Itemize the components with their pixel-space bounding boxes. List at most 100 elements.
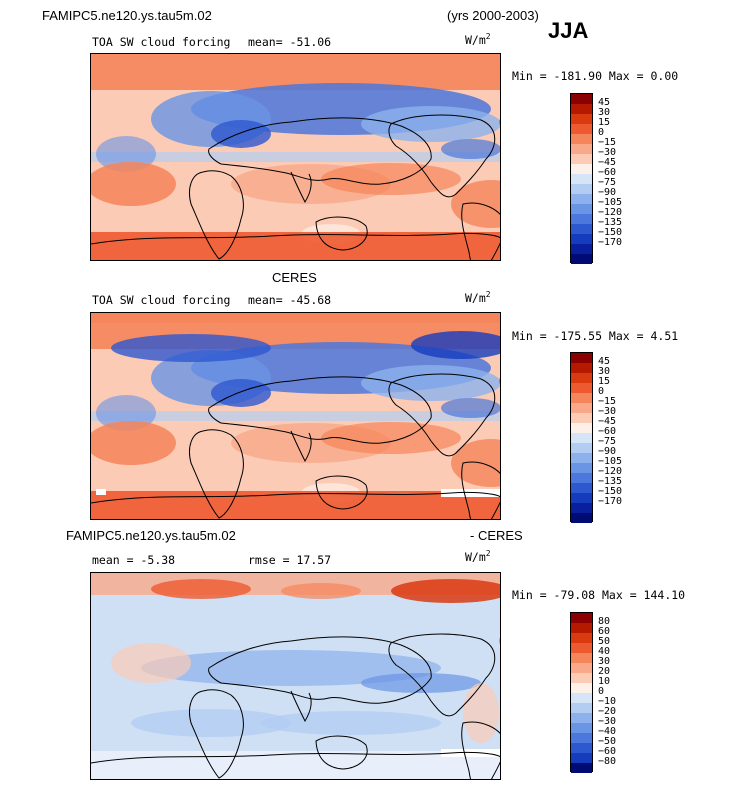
panel2-colorbar-tick: −105 [598,456,623,467]
panel1-colorbar-cell [571,104,592,114]
panel3-colorbar-tick: −50 [598,736,617,747]
field-band [91,232,500,260]
panel3-colorbar-cell [571,683,592,693]
panel3-colorbar-cell [571,653,592,663]
panel2-colorbar-tick: −120 [598,466,623,477]
field-blob [91,162,176,206]
panel1-colorbar-tick: −60 [598,167,617,178]
panel1-colorbar-cell [571,234,592,244]
panel2-minmax: Min = -175.55 Max = 4.51 [512,329,679,343]
panel3-colorbar-tick: 60 [598,626,611,637]
panel2-colorbar-tick: −170 [598,496,623,507]
panel3-units: W/m2 [465,549,491,564]
coastline [315,216,368,251]
panel2-colorbar-tick: −150 [598,486,623,497]
panel2-colorbar-cell [571,353,592,363]
coastline [290,171,312,204]
panel2-colorbar-cell [571,473,592,483]
panel1-colorbar-cell [571,134,592,144]
coastline [315,475,368,510]
panel1-colorbar-tick: 15 [598,117,611,128]
field-blob [131,709,291,737]
panel1-colorbar-cell [571,214,592,224]
coastline [290,430,312,463]
panel2-colorbar-tick: 0 [598,386,605,397]
panel3-colorbar-cell [571,663,592,673]
field-band [441,749,500,757]
panel1-colorbar-tick: −45 [598,157,617,168]
field-band [91,54,500,90]
field-blob [141,650,441,686]
coastline [290,690,312,723]
field-blob [91,421,176,465]
panel3-colorbar-cell [571,613,592,623]
field-blob [111,334,271,362]
field-band [96,489,106,495]
panel2-colorbar-cell [571,513,592,523]
panel1-colorbar-cell [571,194,592,204]
panel1-colorbar-tick: −150 [598,227,623,238]
panel1-colorbar-cell [571,164,592,174]
panel3-mean: mean = -5.38 [92,553,176,567]
panel3-colorbar-cell [571,713,592,723]
panel3-colorbar-tick: 80 [598,616,611,627]
field-blob [261,711,441,735]
panel3-colorbar-tick: 20 [598,666,611,677]
panel1-map [90,53,501,261]
panel2-colorbar-cell [571,483,592,493]
panel2-colorbar-cell [571,493,592,503]
panel2-colorbar-tick: −135 [598,476,623,487]
panel1-colorbar-cell [571,94,592,104]
panel2-colorbar-cell [571,503,592,513]
field-band [91,313,500,323]
coastline [388,373,496,457]
panel3-title-right: - CERES [470,528,523,543]
field-blob [411,331,500,359]
panel3-minmax: Min = -79.08 Max = 144.10 [512,588,686,602]
panel1-field-label: TOA SW cloud forcing [92,35,231,49]
panel2-colorbar-cell [571,373,592,383]
field-blob [111,643,191,683]
field-blob [321,422,461,454]
panel3-map [90,572,501,780]
field-band [441,489,500,497]
panel3-colorbar-cell [571,753,592,763]
coastline [208,117,432,185]
coastline [91,233,500,245]
panel3-colorbar-cell [571,723,592,733]
panel1-units: W/m2 [465,32,491,47]
field-blob [361,106,500,142]
season-label: JJA [548,18,589,43]
panel2-colorbar-tick: 30 [598,366,611,377]
panel3-colorbar-tick: −80 [598,756,617,767]
field-blob [211,120,271,148]
panel3-colorbar-cell [571,643,592,653]
panel2-colorbar-tick: 45 [598,356,611,367]
panel2-mean: mean= -45.68 [248,293,332,307]
panel2-colorbar-cell [571,433,592,443]
coastline [189,170,244,260]
coastline [388,633,496,717]
panel2-field-label: TOA SW cloud forcing [92,293,231,307]
panel1-colorbar-tick: 45 [598,97,611,108]
panel2-colorbar-tick: −75 [598,436,617,447]
panel3-colorbar-tick: −20 [598,706,617,717]
field-band [91,751,500,779]
panel2-colorbar-box [570,352,593,523]
panel1-colorbar-tick: −15 [598,137,617,148]
panel3-colorbar-cell [571,673,592,683]
coastline [208,376,432,444]
panel2-colorbar-cell [571,423,592,433]
panel1-colorbar-tick: −105 [598,197,623,208]
panel2-colorbar-cell [571,403,592,413]
field-blob [441,398,500,418]
panel1-colorbar-cell [571,224,592,234]
panel1-colorbar-tick: −170 [598,237,623,248]
panel1-colorbar-tick: −120 [598,207,623,218]
panel3-colorbar-cell [571,623,592,633]
panel2-colorbar-tick: −60 [598,426,617,437]
panel1-colorbar-cell [571,114,592,124]
coastline [461,202,500,260]
panel1-colorbar-cell [571,144,592,154]
panel2-colorbar-cell [571,443,592,453]
